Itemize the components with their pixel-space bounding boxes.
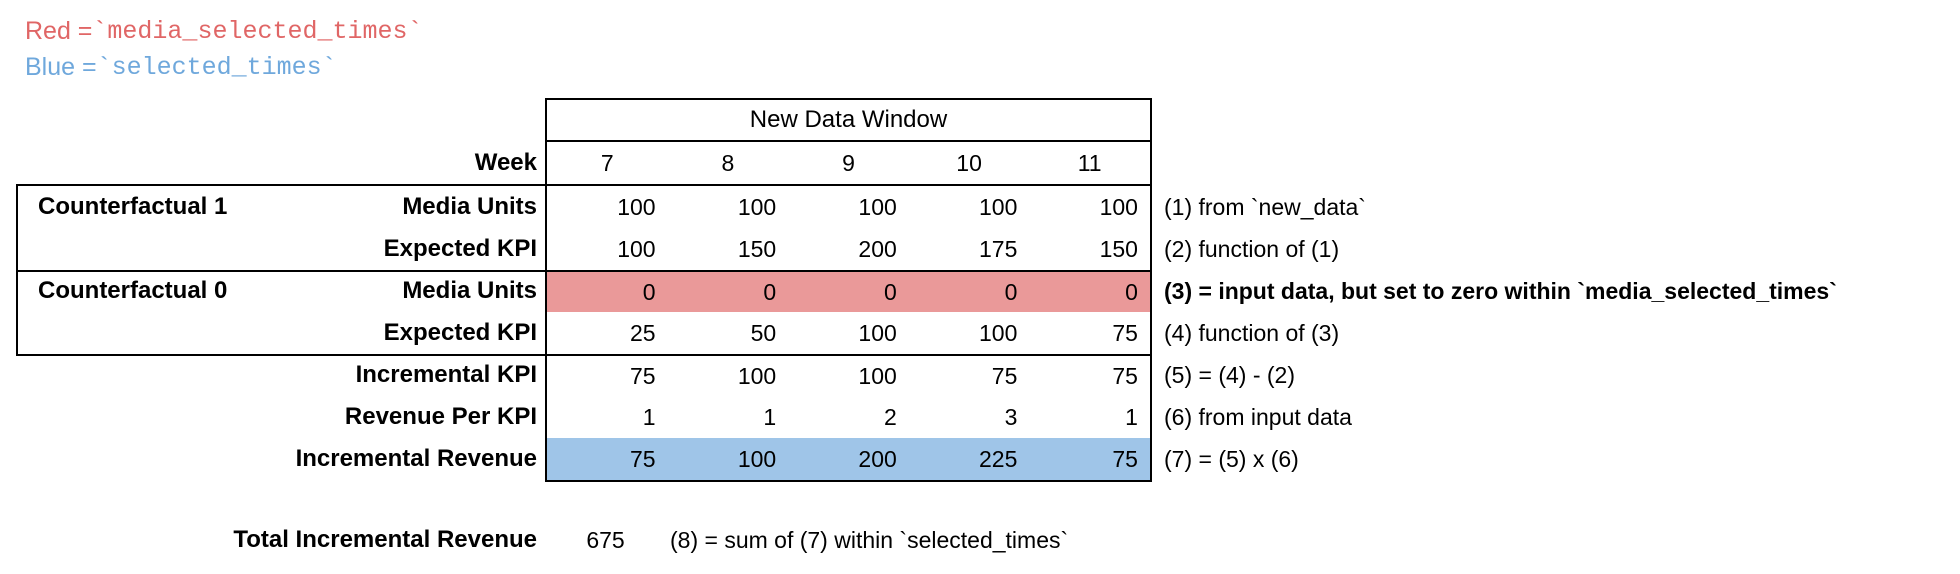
legend-blue-code: `selected_times` [96, 52, 337, 82]
table-cell: 100 [617, 236, 656, 262]
table-cell: 225 [979, 446, 1018, 472]
table-cell: 150 [737, 236, 777, 262]
annotation-5: (5) = (4) - (2) [1164, 362, 1295, 388]
legend-red-label: Red = [25, 16, 93, 45]
new-data-window-header: New Data Window [545, 98, 1152, 142]
row-label-media-units-cf0: Media Units [402, 277, 537, 304]
annotation-2: (2) function of (1) [1164, 236, 1340, 262]
table-cell: 100 [737, 363, 777, 389]
annotation-6: (6) from input data [1164, 404, 1352, 430]
table-cell: 175 [979, 236, 1018, 262]
table-row-media-units-cf1: 100 100 100 100 100 [547, 186, 1150, 228]
total-incremental-revenue-label: Total Incremental Revenue [233, 526, 537, 553]
legend-blue-label: Blue = [25, 52, 97, 81]
table-cell: 1 [1125, 404, 1138, 430]
week-cell: 8 [721, 150, 735, 176]
table-cell: 75 [630, 363, 656, 389]
table-cell: 3 [1004, 404, 1018, 430]
row-label-expected-kpi-cf0: Expected KPI [383, 319, 537, 346]
table-cell: 200 [858, 236, 897, 262]
table-cell: 75 [630, 446, 656, 472]
row-label-media-units-cf1: Media Units [402, 193, 537, 220]
week-row: 7 8 9 10 11 [545, 142, 1152, 184]
table-cell: 0 [1004, 279, 1018, 305]
table-row-incremental-revenue-highlighted-blue: 75 100 200 225 75 [547, 438, 1150, 480]
table-row-incremental-kpi: 75 100 100 75 75 [547, 354, 1150, 396]
table-cell: 100 [737, 446, 777, 472]
annotation-7: (7) = (5) x (6) [1164, 446, 1299, 472]
table-cell: 100 [858, 194, 897, 220]
table-cell: 100 [979, 194, 1018, 220]
table-cell: 0 [1125, 279, 1138, 305]
table-cell: 1 [763, 404, 777, 430]
counterfactual-0-label: Counterfactual 0 [38, 277, 228, 304]
table-cell: 100 [979, 320, 1018, 346]
table-cell: 50 [750, 320, 777, 346]
table-row-revenue-per-kpi: 1 1 2 3 1 [547, 396, 1150, 438]
table-cell: 200 [858, 446, 897, 472]
table-row-expected-kpi-cf1: 100 150 200 175 150 [547, 228, 1150, 270]
row-label-revenue-per-kpi: Revenue Per KPI [344, 403, 537, 430]
week-cell: 9 [842, 150, 855, 176]
legend-red-code: `media_selected_times` [92, 16, 423, 46]
week-cell: 7 [600, 150, 614, 176]
annotation-1: (1) from `new_data` [1164, 194, 1366, 220]
table-cell: 75 [1112, 320, 1138, 346]
week-cell: 11 [1077, 150, 1102, 176]
row-label-incremental-kpi: Incremental KPI [355, 361, 537, 388]
annotation-8: (8) = sum of (7) within `selected_times` [670, 527, 1069, 553]
table-row-media-units-cf0-highlighted-red: 0 0 0 0 0 [547, 270, 1150, 312]
table-cell: 150 [1099, 236, 1138, 262]
table-cell: 75 [991, 363, 1018, 389]
total-incremental-revenue-value: 675 [586, 527, 625, 553]
row-label-expected-kpi-cf1: Expected KPI [383, 235, 537, 262]
annotation-4: (4) function of (3) [1164, 320, 1340, 346]
table-cell: 75 [1112, 363, 1138, 389]
table-cell: 0 [763, 279, 777, 305]
legend-blue-line: Blue = `selected_times` [25, 49, 337, 85]
table-cell: 100 [858, 320, 897, 346]
row-label-incremental-revenue: Incremental Revenue [295, 445, 537, 472]
week-cell: 10 [956, 150, 982, 176]
annotation-3: (3) = input data, but set to zero within… [1164, 278, 1837, 304]
table-cell: 25 [630, 320, 656, 346]
table-row-expected-kpi-cf0: 25 50 100 100 75 [547, 312, 1150, 354]
table-cell: 0 [883, 279, 897, 305]
table-cell: 75 [1112, 446, 1138, 472]
table-cell: 100 [858, 363, 897, 389]
counterfactual-1-label: Counterfactual 1 [38, 193, 228, 220]
data-grid: 100 100 100 100 100 100 150 200 175 150 … [545, 184, 1152, 482]
table-cell: 1 [642, 404, 656, 430]
table-cell: 100 [617, 194, 656, 220]
table-cell: 100 [1099, 194, 1138, 220]
week-label: Week [474, 149, 537, 176]
table-cell: 100 [737, 194, 777, 220]
legend-red-line: Red = `media_selected_times` [25, 13, 422, 49]
table-cell: 2 [883, 404, 897, 430]
table-cell: 0 [642, 279, 656, 305]
